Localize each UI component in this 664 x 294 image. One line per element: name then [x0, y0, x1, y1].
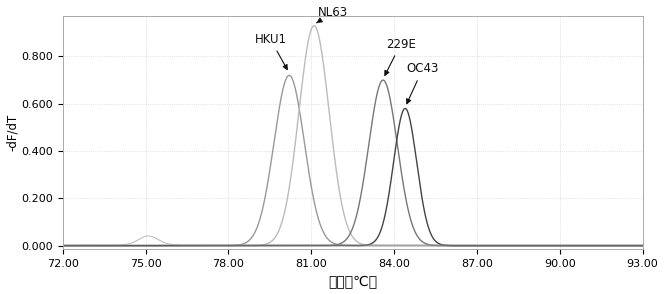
Text: NL63: NL63: [317, 6, 349, 23]
Text: OC43: OC43: [406, 62, 439, 104]
Text: 229E: 229E: [385, 38, 416, 75]
Text: HKU1: HKU1: [254, 33, 288, 69]
Y-axis label: -dF/dT: -dF/dT: [5, 114, 19, 151]
X-axis label: 温度（℃）: 温度（℃）: [328, 274, 377, 288]
